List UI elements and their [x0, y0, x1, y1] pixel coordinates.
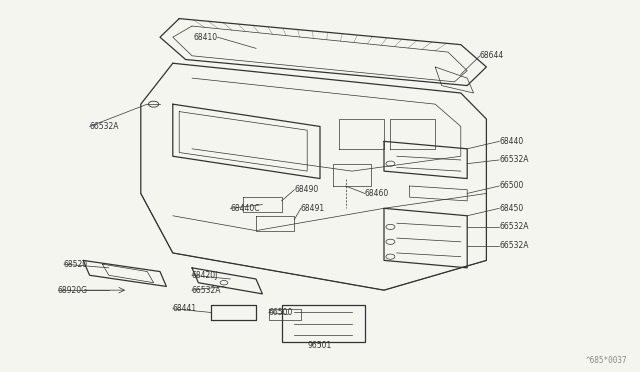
Text: ^685*0037: ^685*0037 [586, 356, 627, 365]
Text: 66532A: 66532A [499, 222, 529, 231]
Text: 68460: 68460 [365, 189, 389, 198]
Text: 68440C: 68440C [230, 204, 260, 213]
Text: 68520: 68520 [64, 260, 88, 269]
Text: 68450: 68450 [499, 204, 524, 213]
Text: 68491: 68491 [301, 204, 325, 213]
Text: 68440: 68440 [499, 137, 524, 146]
Text: 68441: 68441 [173, 304, 197, 313]
Text: 66500: 66500 [499, 182, 524, 190]
Text: 66532A: 66532A [499, 155, 529, 164]
Text: 96501: 96501 [308, 341, 332, 350]
Text: 68420J: 68420J [192, 271, 218, 280]
Text: 68490: 68490 [294, 185, 319, 194]
Text: 66500: 66500 [269, 308, 293, 317]
Text: 68410: 68410 [193, 33, 218, 42]
Text: 66532A: 66532A [90, 122, 119, 131]
Text: 66532A: 66532A [192, 286, 221, 295]
Text: 68644: 68644 [480, 51, 504, 60]
Text: 66532A: 66532A [499, 241, 529, 250]
Text: 68920G: 68920G [58, 286, 88, 295]
